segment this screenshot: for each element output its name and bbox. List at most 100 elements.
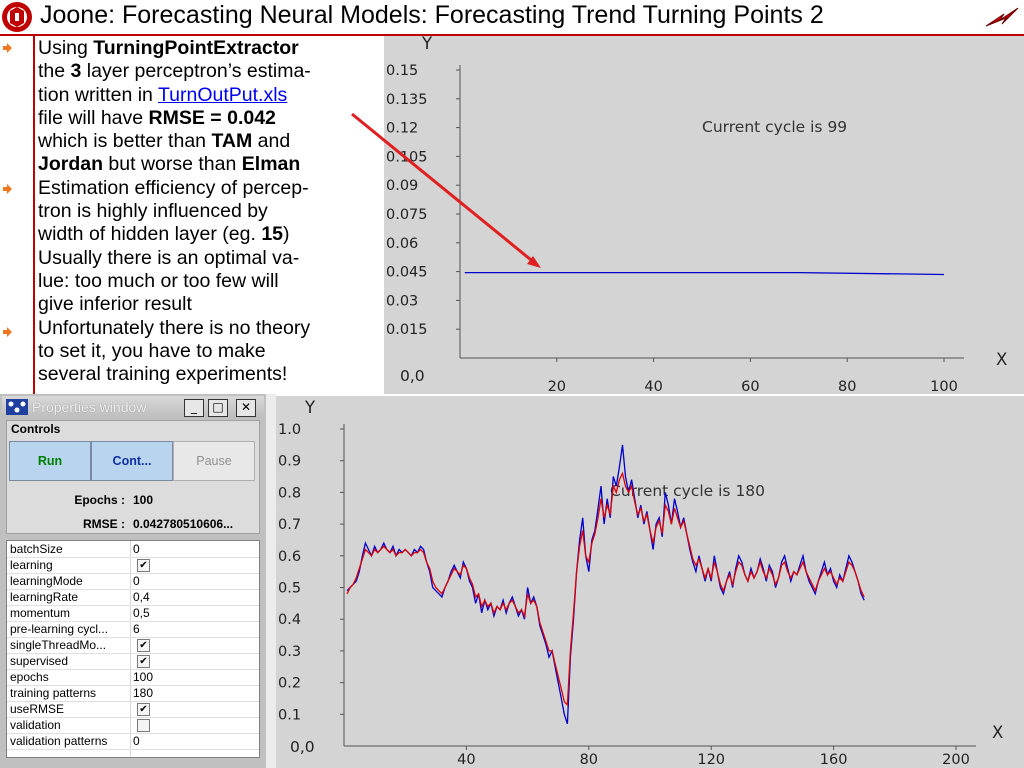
y-tick-label: 0.2 <box>278 676 301 692</box>
property-row[interactable]: epochs 100 <box>7 669 259 686</box>
property-value[interactable]: 6 <box>133 622 140 636</box>
property-table: batchSize 0 learning ✔ learningMode 0 learning… <box>6 540 260 758</box>
window-title: Properties window <box>32 399 147 415</box>
bullet-arrow-icon <box>2 184 12 194</box>
text-line: Estimation efficiency of percep- <box>38 176 309 199</box>
property-value[interactable]: 0 <box>133 542 140 556</box>
property-value[interactable]: 100 <box>133 670 154 684</box>
y-tick-label: 0.045 <box>386 265 428 281</box>
property-row[interactable]: supervised ✔ <box>7 653 259 670</box>
property-checkbox[interactable]: ✔ <box>137 559 150 572</box>
y-tick-label: 0.09 <box>386 178 418 194</box>
property-name: batchSize <box>10 542 63 556</box>
rmse-chart: 0.015 0.03 0.045 0.06 0.075 0.09 0.105 0.12 0.13… <box>384 36 1024 394</box>
property-row[interactable]: momentum 0,5 <box>7 605 259 622</box>
y-axis-label: Y <box>421 36 433 53</box>
property-row[interactable]: singleThreadMo... ✔ <box>7 637 259 654</box>
property-name: learning <box>10 558 53 572</box>
property-row[interactable]: useRMSE ✔ <box>7 701 259 718</box>
text-line: file will have RMSE = 0.042 <box>38 106 276 129</box>
text-line: lue: too much or too few will <box>38 269 279 292</box>
property-name: training patterns <box>10 686 97 700</box>
property-checkbox[interactable]: ✔ <box>137 703 150 716</box>
property-row[interactable]: pre-learning cycl... 6 <box>7 621 259 638</box>
bullet-arrow-icon <box>2 43 12 53</box>
excel-file-link[interactable]: TurnOutPut.xls <box>157 83 288 106</box>
property-value[interactable]: 180 <box>133 686 154 700</box>
series-line-1 <box>346 444 865 725</box>
x-tick-label: 160 <box>820 752 848 768</box>
text-line: tion written in TurnOutPut.xls <box>38 83 288 106</box>
x-tick-label: 40 <box>644 379 662 394</box>
property-value[interactable]: 0,5 <box>133 606 150 620</box>
series-line-2 <box>346 471 865 707</box>
property-value[interactable]: 0 <box>133 574 140 588</box>
property-checkbox[interactable] <box>137 719 150 732</box>
window-titlebar[interactable]: Properties window _ □ ✕ <box>2 396 264 418</box>
pause-button[interactable]: Pause <box>173 441 255 481</box>
title-divider <box>0 34 1024 36</box>
property-row[interactable]: validation <box>7 717 259 734</box>
cycle-annotation: Current cycle is 99 <box>702 118 847 136</box>
text-line: give inferior result <box>38 293 192 316</box>
y-tick-label: 0.06 <box>386 236 418 252</box>
rmse-label: RMSE : <box>83 517 125 531</box>
property-name: singleThreadMo... <box>10 638 107 652</box>
bullet-text: Using TurningPointExtractor the 3 layer … <box>38 37 384 386</box>
property-row[interactable]: learningRate 0,4 <box>7 589 259 606</box>
property-row[interactable]: training patterns 180 <box>7 685 259 702</box>
text-line: the 3 layer perceptron’s estima- <box>38 60 311 83</box>
property-name: learningRate <box>10 590 79 604</box>
rmse-value: 0.042780510606... <box>133 517 234 531</box>
left-divider <box>33 36 35 396</box>
text-line: Usually there is an optimal va- <box>38 246 300 269</box>
property-row[interactable]: validation patterns 0 <box>7 733 259 750</box>
text-line: Jordan but worse than Elman <box>38 153 301 176</box>
y-tick-label: 0.03 <box>386 293 418 309</box>
minimize-button[interactable]: _ <box>184 399 204 417</box>
x-tick-label: 20 <box>548 379 566 394</box>
x-axis-label: X <box>992 723 1003 742</box>
y-tick-label: 0.075 <box>386 207 428 223</box>
continue-button[interactable]: Cont... <box>91 441 173 481</box>
window-edge <box>266 394 276 768</box>
bullet-arrow-icon <box>2 327 12 337</box>
y-tick-label: 0.105 <box>386 149 428 165</box>
property-value[interactable]: 0 <box>133 734 140 748</box>
close-button[interactable]: ✕ <box>236 399 256 417</box>
property-value[interactable]: 0,4 <box>133 590 150 604</box>
rmse-chart-svg: 0.015 0.03 0.045 0.06 0.075 0.09 0.105 0.12 0.13… <box>386 36 1007 394</box>
text-line: Unfortunately there is no theory <box>38 316 311 339</box>
text-line: Using TurningPointExtractor <box>38 37 299 59</box>
y-tick-label: 0.12 <box>386 121 418 137</box>
property-checkbox[interactable]: ✔ <box>137 655 150 668</box>
property-name: useRMSE <box>10 702 65 716</box>
controls-label: Controls <box>11 422 61 436</box>
epochs-value: 100 <box>133 493 154 507</box>
y-tick-label: 0.8 <box>278 485 301 501</box>
property-name: supervised <box>10 654 69 668</box>
property-row[interactable]: batchSize 0 <box>7 541 259 558</box>
series-line-1 <box>464 271 945 276</box>
property-name: validation patterns <box>10 734 108 748</box>
y-tick-label: 0.9 <box>278 454 301 470</box>
x-axis-label: X <box>996 350 1007 369</box>
x-tick-label: 40 <box>457 752 475 768</box>
property-row[interactable]: learningMode 0 <box>7 573 259 590</box>
text-line: width of hidden layer (eg. 15) <box>38 223 290 246</box>
x-tick-label: 200 <box>942 752 970 768</box>
y-tick-label: 0.1 <box>278 707 301 723</box>
property-checkbox[interactable]: ✔ <box>137 639 150 652</box>
slide-title: Joone: Forecasting Neural Models: Foreca… <box>40 1 824 29</box>
text-line: several training experiments! <box>38 363 288 386</box>
y-tick-label: 0.4 <box>278 612 301 628</box>
cycle-annotation: Current cycle is 180 <box>610 482 765 500</box>
origin-label: 0,0 <box>290 738 315 756</box>
text-line: tron is highly influenced by <box>38 200 268 223</box>
maximize-button[interactable]: □ <box>208 399 228 417</box>
run-button[interactable]: Run <box>9 441 91 481</box>
joone-app-icon <box>6 399 28 415</box>
x-tick-label: 80 <box>838 379 856 394</box>
property-row[interactable]: learning ✔ <box>7 557 259 574</box>
controls-group: Controls Run Cont... Pause Epochs : 100 … <box>6 420 260 534</box>
